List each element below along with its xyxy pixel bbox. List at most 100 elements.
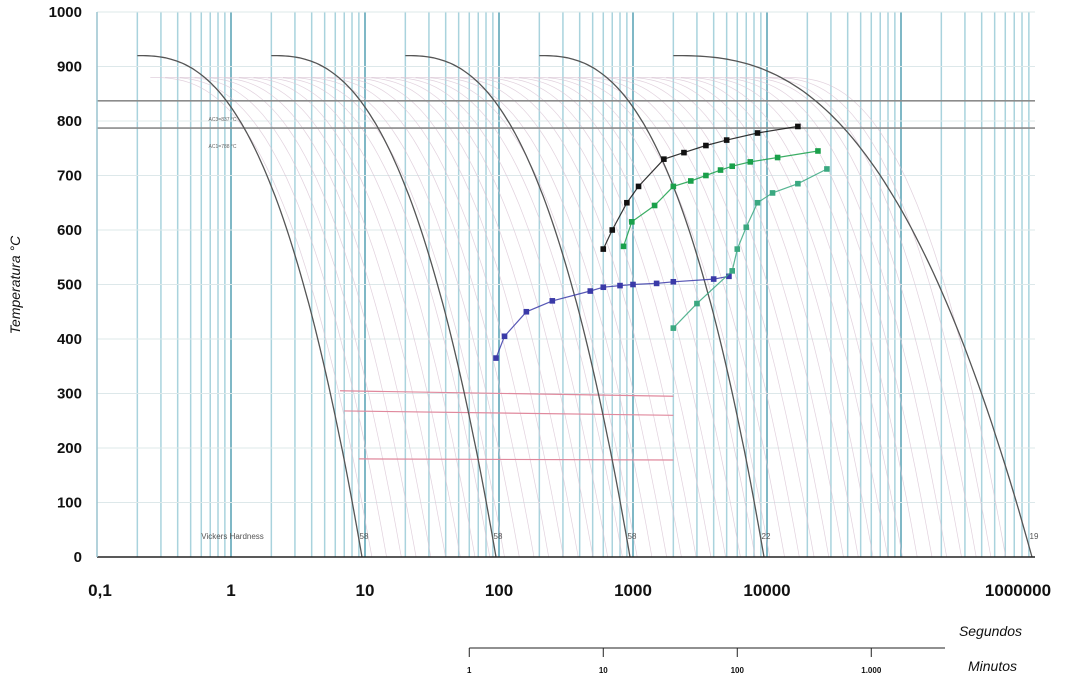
data-point: [609, 227, 616, 233]
family-curve: [356, 77, 579, 558]
family-curve: [386, 77, 609, 558]
family-curve: [459, 77, 682, 558]
data-point: [710, 276, 717, 282]
data-point: [795, 123, 801, 130]
family-curve: [607, 77, 830, 558]
x-tick-label: 100: [485, 581, 513, 600]
data-point: [726, 273, 732, 280]
family-curve: [754, 77, 977, 558]
data-point: [717, 167, 724, 173]
data-point: [523, 308, 530, 315]
main-cooling-curves: 58 58 58 22 19 Vickers Hardness: [137, 54, 1039, 558]
family-curve: [297, 77, 520, 558]
family-curve: [312, 77, 535, 558]
hardness-value: 22: [762, 532, 771, 541]
family-curve: [474, 77, 697, 558]
cooling-curve: [673, 54, 1033, 558]
data-point: [734, 246, 741, 252]
series-line: [495, 275, 730, 359]
x-tick-label: 1000000: [985, 581, 1051, 600]
data-point: [795, 180, 801, 187]
family-curve: [577, 77, 800, 558]
data-point: [670, 183, 677, 190]
family-curve: [400, 77, 623, 558]
minutes-axis: 1 10 100 1.000: [467, 647, 945, 675]
family-curve: [636, 77, 859, 558]
minutes-tick-label: 1.000: [861, 666, 882, 675]
data-point: [620, 243, 627, 250]
data-point: [653, 280, 660, 287]
data-point: [549, 298, 556, 304]
red-line: [339, 390, 674, 397]
data-point: [703, 142, 709, 149]
hline-label: AC3=837 °C: [209, 117, 237, 123]
family-curve: [739, 77, 962, 558]
cooling-curve: [405, 54, 631, 558]
family-curve: [268, 77, 491, 558]
family-curve: [695, 77, 918, 558]
x-tick-label: 10: [356, 581, 375, 600]
family-curve: [651, 77, 874, 558]
transformation-lines: AC3=837 °C AC1=788 °C: [97, 100, 1035, 150]
data-point: [600, 284, 607, 291]
family-curve: [533, 77, 756, 558]
x-tick-label: 1: [226, 581, 235, 600]
family-curve: [548, 77, 771, 558]
data-point: [651, 202, 658, 209]
family-curve: [253, 77, 476, 558]
hardness-value: 19: [1030, 532, 1039, 541]
family-curve: [165, 77, 387, 558]
data-point: [824, 166, 830, 172]
family-curve: [769, 77, 992, 558]
family-curve: [445, 77, 668, 558]
y-tick-label: 700: [57, 168, 82, 185]
y-tick-label: 400: [57, 331, 82, 348]
data-point: [670, 325, 677, 331]
data-point: [703, 172, 709, 179]
family-curve: [725, 77, 948, 558]
y-tick-label: 500: [57, 277, 82, 294]
red-line: [358, 458, 674, 461]
cooling-curve: [271, 54, 497, 558]
y-tick-label: 1000: [49, 4, 82, 21]
cooling-curve: [539, 54, 765, 558]
family-curve: [681, 77, 903, 558]
family-curve: [710, 77, 933, 558]
data-point: [769, 190, 776, 196]
family-curve: [150, 77, 373, 558]
y-tick-label: 600: [57, 222, 82, 239]
red-line: [344, 410, 674, 416]
x-tick-label: 1000: [614, 581, 652, 600]
x-tick-label: 0,1: [88, 581, 112, 600]
horizontal-gridlines: [97, 11, 1035, 503]
y-tick-label: 900: [57, 59, 82, 76]
data-point: [624, 199, 630, 206]
family-curve: [238, 77, 461, 558]
family-curve: [327, 77, 550, 558]
hline-label: AC1=788 °C: [209, 144, 237, 150]
minutes-tick-label: 100: [731, 666, 745, 675]
series-line: [602, 125, 798, 250]
data-point: [661, 156, 667, 162]
x-tick-labels: 0,1 1 10 100 1000 10000 1000000: [88, 581, 1051, 600]
data-point: [617, 282, 623, 289]
x-tick-label: 10000: [743, 581, 790, 600]
data-point: [723, 137, 730, 143]
data-point: [694, 300, 700, 307]
y-tick-label: 200: [57, 440, 82, 457]
martensite-lines: [339, 390, 674, 461]
family-curve: [504, 77, 726, 558]
data-point: [501, 333, 508, 340]
data-point: [729, 163, 736, 170]
hardness-value: 58: [360, 532, 369, 541]
family-curve: [341, 77, 564, 558]
data-point: [729, 268, 736, 274]
family-curve: [224, 77, 446, 558]
hardness-label: Vickers Hardness: [201, 532, 264, 541]
data-point: [600, 246, 607, 252]
data-point: [747, 159, 754, 165]
data-point: [815, 148, 821, 154]
cooling-curve-family: [150, 77, 1007, 558]
data-point: [629, 219, 635, 225]
